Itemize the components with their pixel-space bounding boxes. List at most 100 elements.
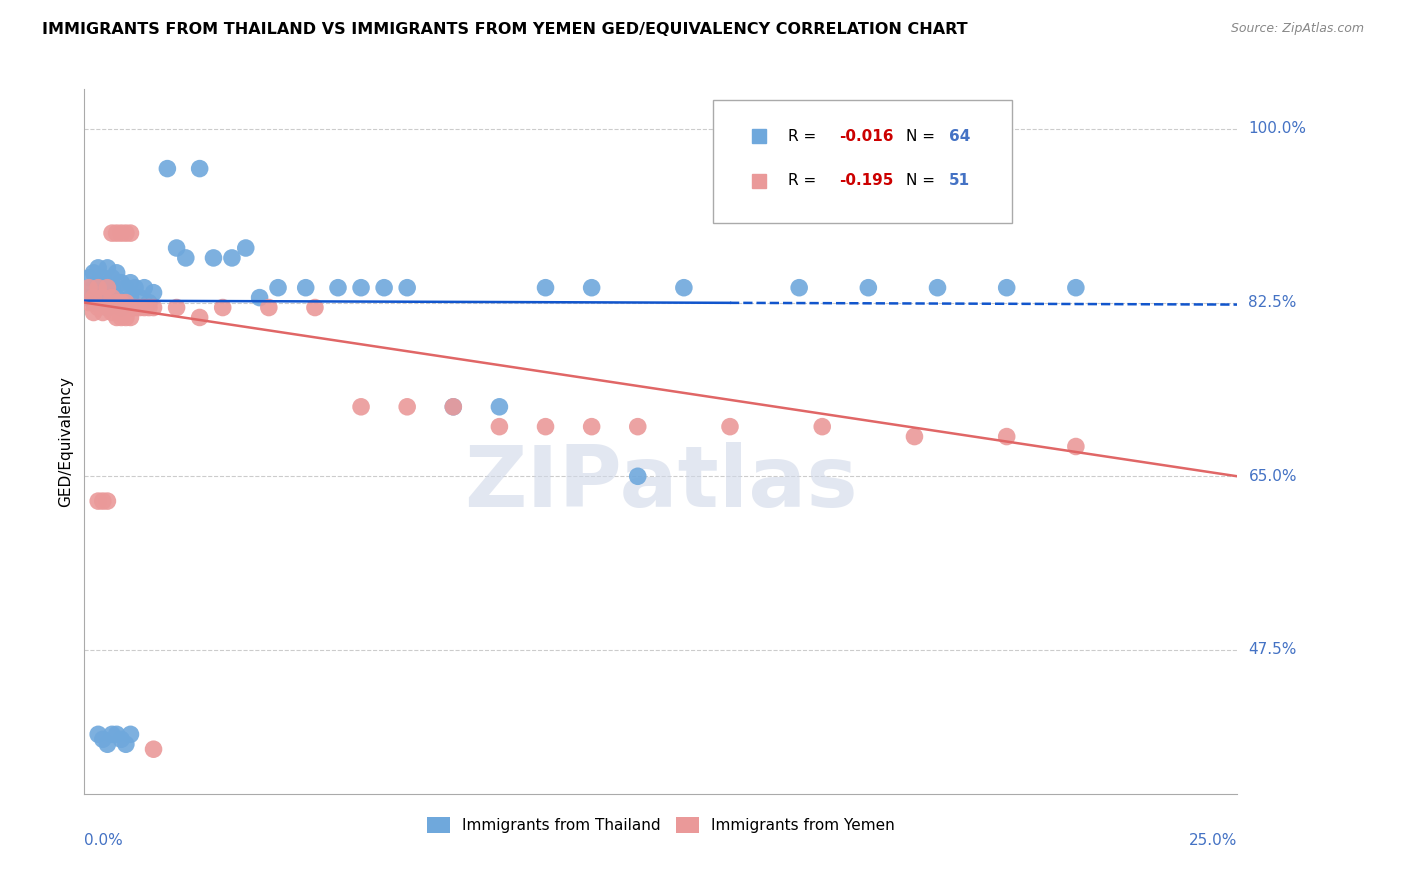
Point	[105, 291, 128, 305]
Point	[1064, 281, 1087, 295]
Point	[120, 291, 142, 305]
Point	[101, 305, 124, 319]
Point	[142, 742, 165, 756]
Point	[188, 161, 211, 176]
Point	[96, 737, 118, 751]
Text: R =: R =	[787, 129, 821, 144]
Point	[134, 281, 156, 295]
FancyBboxPatch shape	[713, 100, 1012, 223]
Point	[156, 161, 179, 176]
Point	[257, 301, 280, 315]
Point	[718, 202, 741, 216]
Point	[128, 301, 150, 315]
Point	[83, 266, 105, 280]
Point	[87, 727, 110, 741]
Point	[110, 295, 132, 310]
Point	[87, 291, 110, 305]
Point	[441, 400, 464, 414]
Point	[995, 429, 1018, 443]
Text: 0.0%: 0.0%	[84, 833, 124, 847]
Point	[87, 494, 110, 508]
Point	[91, 732, 114, 747]
Point	[105, 310, 128, 325]
Y-axis label: GED/Equivalency: GED/Equivalency	[58, 376, 73, 507]
Text: ZIPatlas: ZIPatlas	[464, 442, 858, 525]
Point	[120, 301, 142, 315]
Text: Source: ZipAtlas.com: Source: ZipAtlas.com	[1230, 22, 1364, 36]
Point	[87, 281, 110, 295]
Point	[91, 281, 114, 295]
Point	[110, 301, 132, 315]
Point	[581, 419, 603, 434]
Point	[120, 310, 142, 325]
Point	[134, 301, 156, 315]
Text: IMMIGRANTS FROM THAILAND VS IMMIGRANTS FROM YEMEN GED/EQUIVALENCY CORRELATION CH: IMMIGRANTS FROM THAILAND VS IMMIGRANTS F…	[42, 22, 967, 37]
Point	[142, 301, 165, 315]
Point	[77, 291, 100, 305]
Point	[120, 727, 142, 741]
Point	[83, 295, 105, 310]
Point	[124, 281, 146, 295]
Point	[110, 226, 132, 240]
Point	[77, 281, 100, 295]
Text: R =: R =	[787, 173, 821, 188]
Point	[105, 266, 128, 280]
Point	[115, 737, 138, 751]
Point	[120, 276, 142, 290]
Point	[166, 241, 188, 255]
Point	[87, 301, 110, 315]
Point	[83, 281, 105, 295]
Point	[166, 301, 188, 315]
Point	[350, 400, 373, 414]
Point	[101, 727, 124, 741]
Text: N =: N =	[907, 129, 941, 144]
Point	[105, 727, 128, 741]
Point	[534, 281, 557, 295]
Point	[294, 281, 316, 295]
Point	[235, 241, 257, 255]
Point	[96, 301, 118, 315]
Point	[110, 310, 132, 325]
Point	[267, 281, 290, 295]
Legend: Immigrants from Thailand, Immigrants from Yemen: Immigrants from Thailand, Immigrants fro…	[420, 811, 901, 839]
Point	[627, 469, 650, 483]
Text: 25.0%: 25.0%	[1189, 833, 1237, 847]
Text: 64: 64	[949, 129, 970, 144]
Point	[91, 305, 114, 319]
Point	[87, 276, 110, 290]
Point	[101, 291, 124, 305]
Point	[77, 295, 100, 310]
Point	[96, 260, 118, 275]
Text: 82.5%: 82.5%	[1249, 295, 1296, 310]
Point	[110, 732, 132, 747]
Point	[138, 295, 160, 310]
Point	[581, 281, 603, 295]
Point	[995, 281, 1018, 295]
Point	[627, 419, 650, 434]
Point	[138, 301, 160, 315]
Point	[83, 291, 105, 305]
Point	[110, 276, 132, 290]
Point	[91, 291, 114, 305]
Point	[96, 494, 118, 508]
Text: 100.0%: 100.0%	[1249, 121, 1306, 136]
Text: -0.016: -0.016	[839, 129, 894, 144]
Point	[128, 291, 150, 305]
Point	[96, 285, 118, 300]
Point	[787, 281, 810, 295]
Point	[718, 419, 741, 434]
Point	[91, 494, 114, 508]
Point	[101, 226, 124, 240]
Point	[101, 281, 124, 295]
Point	[115, 295, 138, 310]
Point	[396, 281, 419, 295]
Point	[91, 295, 114, 310]
Point	[672, 281, 695, 295]
Point	[350, 281, 373, 295]
Point	[249, 291, 271, 305]
Point	[174, 251, 197, 265]
Point	[120, 226, 142, 240]
Point	[91, 270, 114, 285]
Text: -0.195: -0.195	[839, 173, 894, 188]
Point	[488, 400, 510, 414]
